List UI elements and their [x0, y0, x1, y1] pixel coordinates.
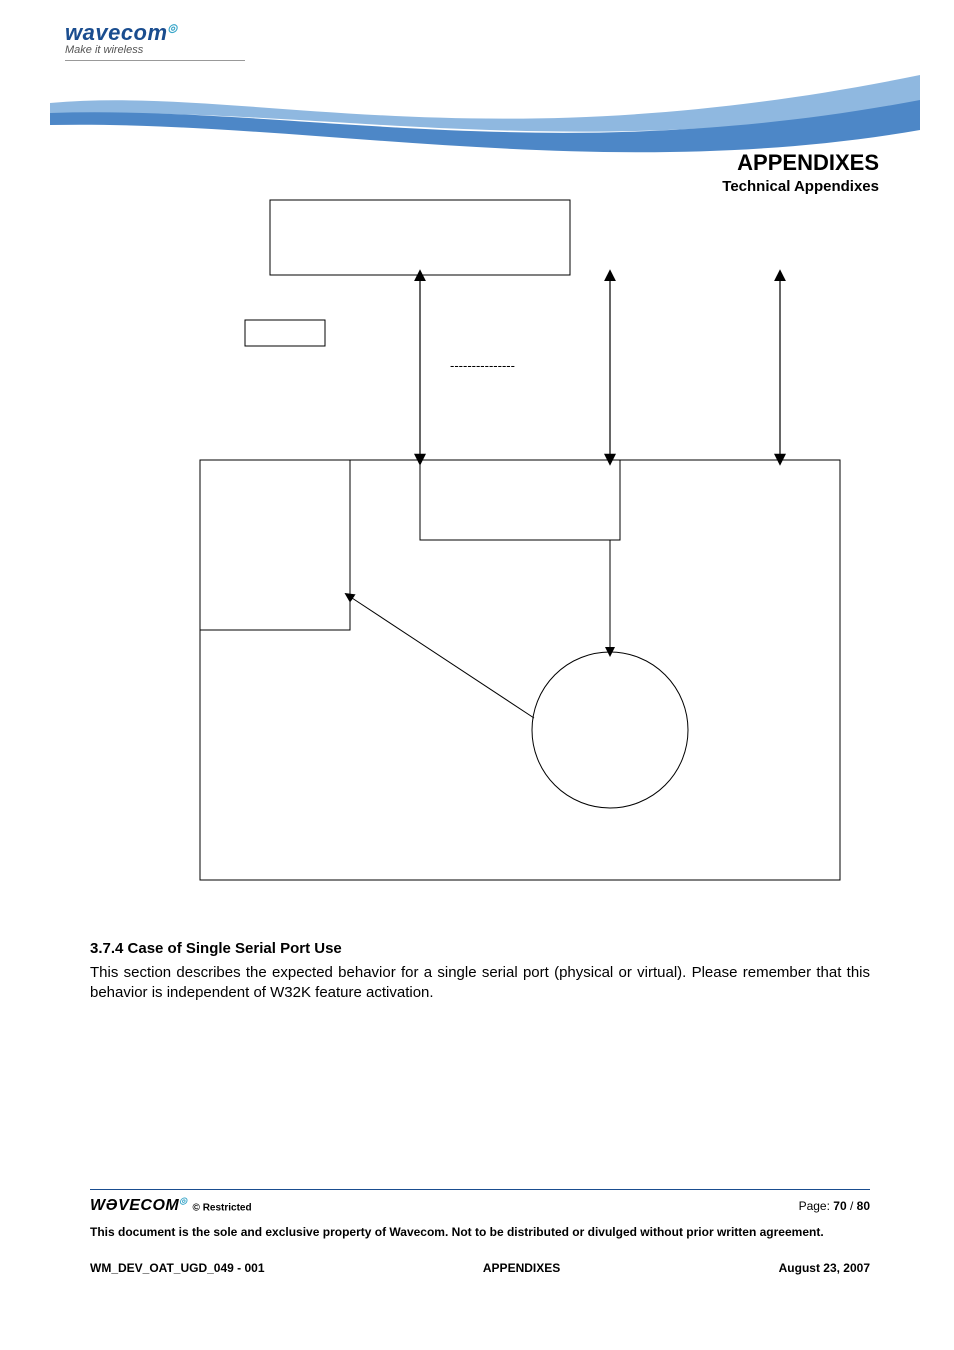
diagram-circle: [532, 652, 688, 808]
header-logo: wavecom◎ Make it wireless: [65, 20, 245, 80]
section-body: This section describes the expected beha…: [90, 963, 870, 1004]
logo-text: wavecom◎: [65, 20, 245, 46]
footer-row-bottom: WM_DEV_OAT_UGD_049 - 001 APPENDIXES Augu…: [90, 1261, 870, 1275]
logo-word: wavecom: [65, 20, 168, 45]
footer-row-top: WƏVECOM◎ © Restricted Page: 70 / 80: [90, 1196, 870, 1215]
footer-logo-superscript-icon: ◎: [179, 1196, 187, 1206]
header-swoosh: [50, 75, 920, 155]
flow-diagram: ---------------: [130, 190, 850, 890]
footer-page-current: 70: [833, 1199, 846, 1213]
diagram-arrow-diag: [352, 598, 534, 718]
diagram-outer-box: [200, 460, 840, 880]
page-footer: WƏVECOM◎ © Restricted Page: 70 / 80 This…: [90, 1189, 870, 1275]
diagram-dashes: ---------------: [450, 358, 515, 373]
footer-page: Page: 70 / 80: [799, 1199, 870, 1213]
footer-date: August 23, 2007: [779, 1261, 870, 1275]
footer-logo-text: WƏVECOM: [90, 1197, 179, 1214]
page-title: APPENDIXES: [737, 150, 879, 176]
footer-section-name: APPENDIXES: [483, 1261, 560, 1275]
section-block: 3.7.4 Case of Single Serial Port Use Thi…: [90, 940, 870, 1004]
footer-restricted: © Restricted: [193, 1202, 252, 1213]
diagram-small-box: [245, 320, 325, 346]
diagram-mid-inner-box: [420, 460, 620, 540]
diagram-left-inner-box: [200, 460, 350, 630]
logo-tagline: Make it wireless: [65, 44, 245, 61]
footer-doc-id: WM_DEV_OAT_UGD_049 - 001: [90, 1261, 265, 1275]
footer-disclaimer: This document is the sole and exclusive …: [90, 1225, 870, 1239]
footer-left: WƏVECOM◎ © Restricted: [90, 1196, 252, 1215]
footer-page-sep: /: [847, 1199, 857, 1213]
section-heading: 3.7.4 Case of Single Serial Port Use: [90, 940, 870, 957]
logo-superscript-icon: ◎: [168, 23, 178, 35]
footer-page-label: Page:: [799, 1199, 834, 1213]
footer-logo: WƏVECOM◎: [90, 1197, 193, 1214]
footer-page-total: 80: [857, 1199, 870, 1213]
diagram-top-box: [270, 200, 570, 275]
